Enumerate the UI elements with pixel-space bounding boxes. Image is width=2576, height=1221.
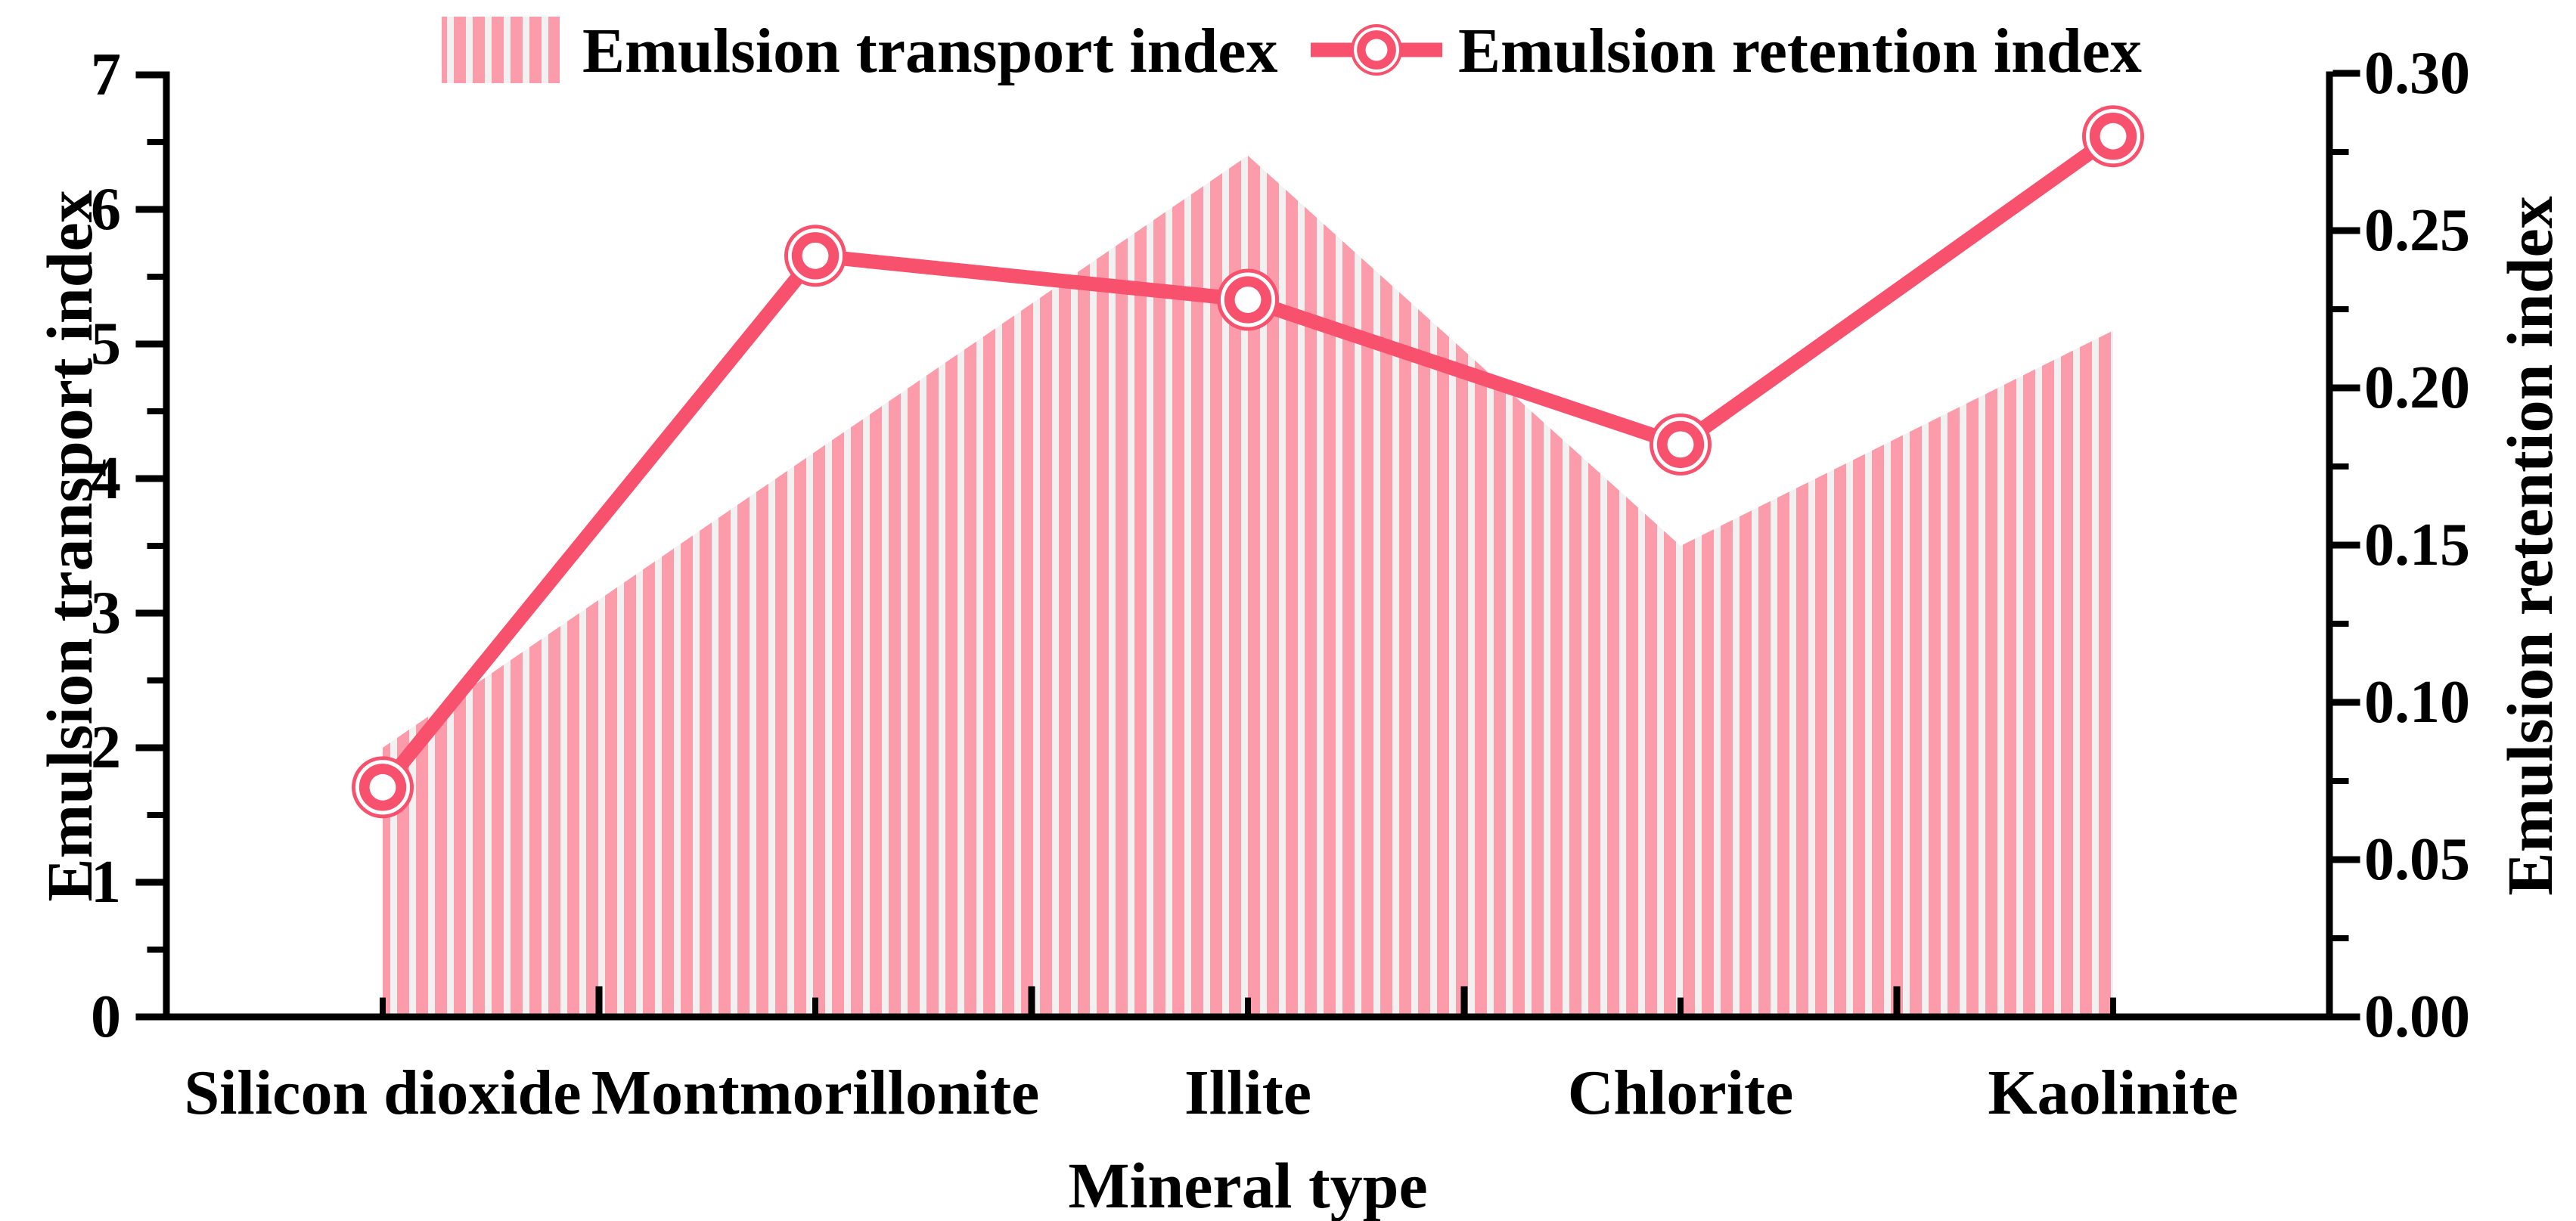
right-tick-label: 0.25 <box>2364 197 2470 264</box>
legend-label-retention: Emulsion retention index <box>1458 16 2142 86</box>
x-category-label: Chlorite <box>1567 1058 1794 1128</box>
right-tick-label: 0.05 <box>2364 826 2470 893</box>
legend-label-transport: Emulsion transport index <box>582 16 1278 86</box>
left-tick-label: 5 <box>91 311 121 377</box>
legend-swatch-transport <box>442 17 560 83</box>
right-tick-label: 0.30 <box>2364 40 2470 107</box>
retention-marker <box>352 756 414 819</box>
right-tick-label: 0.10 <box>2364 669 2470 736</box>
left-tick-label: 2 <box>91 714 121 781</box>
x-category-label: Silicon dioxide <box>184 1058 582 1128</box>
y-axis-title-right: Emulsion retention index <box>2494 196 2566 896</box>
right-tick-label: 0.20 <box>2364 355 2470 421</box>
x-category-label: Montmorillonite <box>591 1058 1040 1128</box>
retention-marker <box>2082 105 2144 168</box>
area-series-transport <box>383 155 2113 1017</box>
right-tick-label: 0.15 <box>2364 512 2470 578</box>
retention-marker <box>1217 268 1279 331</box>
x-category-label: Illite <box>1184 1058 1311 1128</box>
left-tick-label: 6 <box>91 176 121 243</box>
left-tick-label: 3 <box>91 580 121 646</box>
legend <box>442 17 1442 83</box>
y-axis-title-left: Emulsion transport index <box>33 190 106 902</box>
axis-ticks <box>135 70 2360 1021</box>
right-tick-label: 0.00 <box>2364 984 2470 1050</box>
left-tick-label: 7 <box>91 42 121 108</box>
left-tick-label: 0 <box>91 984 121 1050</box>
left-tick-label: 1 <box>91 849 121 916</box>
left-tick-label: 4 <box>91 445 121 512</box>
retention-marker <box>1650 413 1712 476</box>
x-axis-title: Mineral type <box>1068 1149 1428 1221</box>
x-category-label: Kaolinite <box>1988 1058 2239 1128</box>
retention-marker <box>1351 24 1402 76</box>
axes <box>163 71 2333 1021</box>
retention-marker <box>784 225 846 287</box>
